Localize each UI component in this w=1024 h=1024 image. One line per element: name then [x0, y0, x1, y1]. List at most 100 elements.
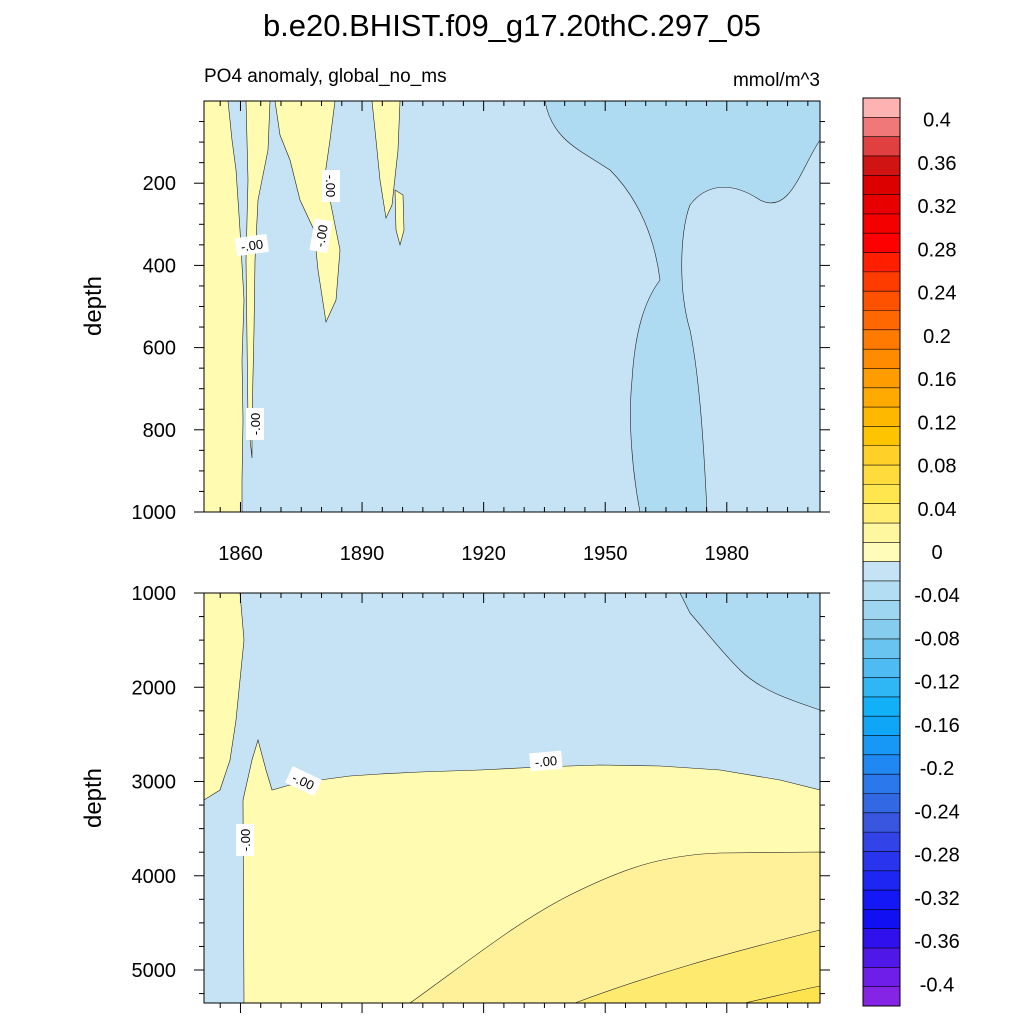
lower-panel: 1000 2000 3000 4000 5000 depth -.00 -.00 -.0… — [80, 583, 830, 1013]
colorbar-swatch — [863, 580, 900, 601]
colorbar-swatch — [863, 832, 900, 852]
colorbar-swatch — [863, 812, 900, 833]
colorbar-swatch — [863, 600, 900, 621]
colorbar-swatch — [863, 407, 900, 427]
svg-text:-.00: -.00 — [312, 224, 331, 249]
colorbar-swatch — [863, 155, 900, 176]
colorbar-swatch — [863, 117, 900, 138]
lower-deep-negative-region — [679, 592, 821, 711]
colorbar-swatch — [863, 638, 900, 659]
colorbar-tick-label: 0.12 — [918, 412, 957, 434]
colorbar-swatch — [863, 561, 900, 582]
colorbar-swatch — [863, 909, 900, 930]
colorbar-swatch — [863, 986, 900, 1007]
lower-x-ticks — [219, 593, 809, 1013]
colorbar-tick-label: -0.12 — [914, 672, 960, 694]
colorbar-tick-label: 0.04 — [918, 499, 957, 521]
colorbar-swatch — [863, 716, 900, 736]
upper-y-tick-label: 600 — [143, 338, 176, 360]
colorbar-swatch — [863, 310, 900, 331]
colorbar-tick-label: 0.36 — [918, 153, 957, 175]
colorbar-tick-label: 0.2 — [923, 326, 951, 348]
colorbar-swatch — [863, 368, 900, 389]
colorbar-swatch — [863, 793, 900, 814]
colorbar-swatch — [863, 213, 900, 234]
colorbar-swatch — [863, 948, 900, 968]
colorbar-swatch — [863, 98, 900, 118]
colorbar: 0.4 0.36 0.32 0.28 0.24 0.2 0.16 0.12 0.08 0.04 0 -… — [862, 97, 960, 1007]
colorbar-tick-label: 0.24 — [918, 283, 957, 305]
colorbar-swatch — [863, 233, 900, 253]
upper-x-tick-label: 1860 — [218, 543, 263, 565]
colorbar-swatch — [863, 329, 900, 350]
colorbar-swatch — [863, 291, 900, 311]
colorbar-tick-label: 0.32 — [918, 196, 957, 218]
upper-x-tick-label: 1890 — [340, 543, 385, 565]
colorbar-swatch — [863, 774, 900, 794]
upper-positive-region-mid — [274, 100, 341, 324]
colorbar-swatch — [863, 735, 900, 756]
upper-y-ticks: 200 400 600 800 1000 — [132, 121, 830, 524]
lower-contour-label: -.00 — [285, 766, 322, 797]
colorbar-swatch — [863, 658, 900, 678]
svg-text:-.00: -.00 — [238, 829, 253, 851]
colorbar-tick-label: -0.32 — [914, 888, 960, 910]
panel-units: mmol/m^3 — [733, 70, 820, 91]
upper-contour-label: -.00 — [246, 408, 264, 440]
colorbar-tick-label: 0.28 — [918, 239, 957, 261]
colorbar-swatch — [863, 870, 900, 891]
lower-contour-label: -.00 — [236, 824, 254, 856]
colorbar-tick-label: -0.4 — [920, 974, 954, 996]
lower-y-tick-label: 1000 — [132, 583, 177, 605]
svg-text:-.00: -.00 — [323, 175, 338, 197]
upper-x-tick-label: 1950 — [583, 543, 628, 565]
colorbar-tick-label: -0.36 — [914, 931, 960, 953]
colorbar-swatch — [863, 465, 900, 485]
lower-y-ticks: 1000 2000 3000 4000 5000 — [132, 583, 830, 995]
lower-contour-label: -.00 — [529, 750, 563, 772]
colorbar-swatch — [863, 271, 900, 292]
upper-y-tick-label: 200 — [143, 173, 176, 195]
upper-x-tick-label: 1980 — [705, 543, 750, 565]
colorbar-swatch — [863, 136, 900, 157]
lower-y-axis-label: depth — [80, 768, 107, 828]
upper-y-axis-label: depth — [80, 276, 107, 336]
upper-contour-label: -.00 — [309, 218, 333, 254]
svg-text:-.00: -.00 — [248, 413, 263, 435]
colorbar-tick-label: 0 — [931, 542, 942, 564]
colorbar-tick-label: 0.4 — [923, 110, 951, 132]
colorbar-tick-label: 0.08 — [918, 456, 957, 478]
lower-frame — [203, 592, 821, 1004]
colorbar-swatch — [863, 677, 900, 698]
colorbar-swatch — [863, 503, 900, 524]
colorbar-tick-label: -0.04 — [914, 585, 960, 607]
svg-text:-.00: -.00 — [534, 753, 558, 770]
colorbar-swatch — [863, 484, 900, 505]
colorbar-swatch — [863, 252, 900, 273]
upper-y-tick-label: 400 — [143, 255, 176, 277]
lower-y-tick-label: 2000 — [132, 677, 177, 699]
colorbar-swatch — [863, 619, 900, 640]
colorbar-swatch — [863, 194, 900, 215]
colorbar-swatch — [863, 542, 900, 563]
colorbar-tick-label: -0.24 — [914, 801, 960, 823]
colorbar-frame — [862, 97, 901, 1007]
upper-x-ticks: 1860 1890 1920 1950 1980 — [218, 101, 809, 565]
panel-subtitle: PO4 anomaly, global_no_ms — [204, 66, 447, 87]
upper-contour-label: -.00 — [322, 170, 340, 202]
colorbar-tick-label: -0.08 — [914, 628, 960, 650]
colorbar-swatch — [863, 754, 900, 775]
colorbar-swatch — [863, 349, 900, 369]
lower-positive-region-strong — [574, 929, 821, 1004]
colorbar-swatch — [863, 967, 900, 988]
colorbar-swatch — [863, 387, 900, 408]
colorbar-swatch — [863, 928, 900, 949]
lower-y-tick-label: 3000 — [132, 772, 177, 794]
colorbar-swatch — [863, 175, 900, 195]
colorbar-swatch — [863, 426, 900, 447]
upper-contour-label: -.00 — [234, 233, 269, 257]
upper-positive-region-right — [371, 100, 401, 220]
figure-title: b.e20.BHIST.f09_g17.20thC.297_05 — [263, 8, 761, 43]
colorbar-tick-label: 0.16 — [918, 369, 957, 391]
colorbar-swatch — [863, 851, 900, 872]
